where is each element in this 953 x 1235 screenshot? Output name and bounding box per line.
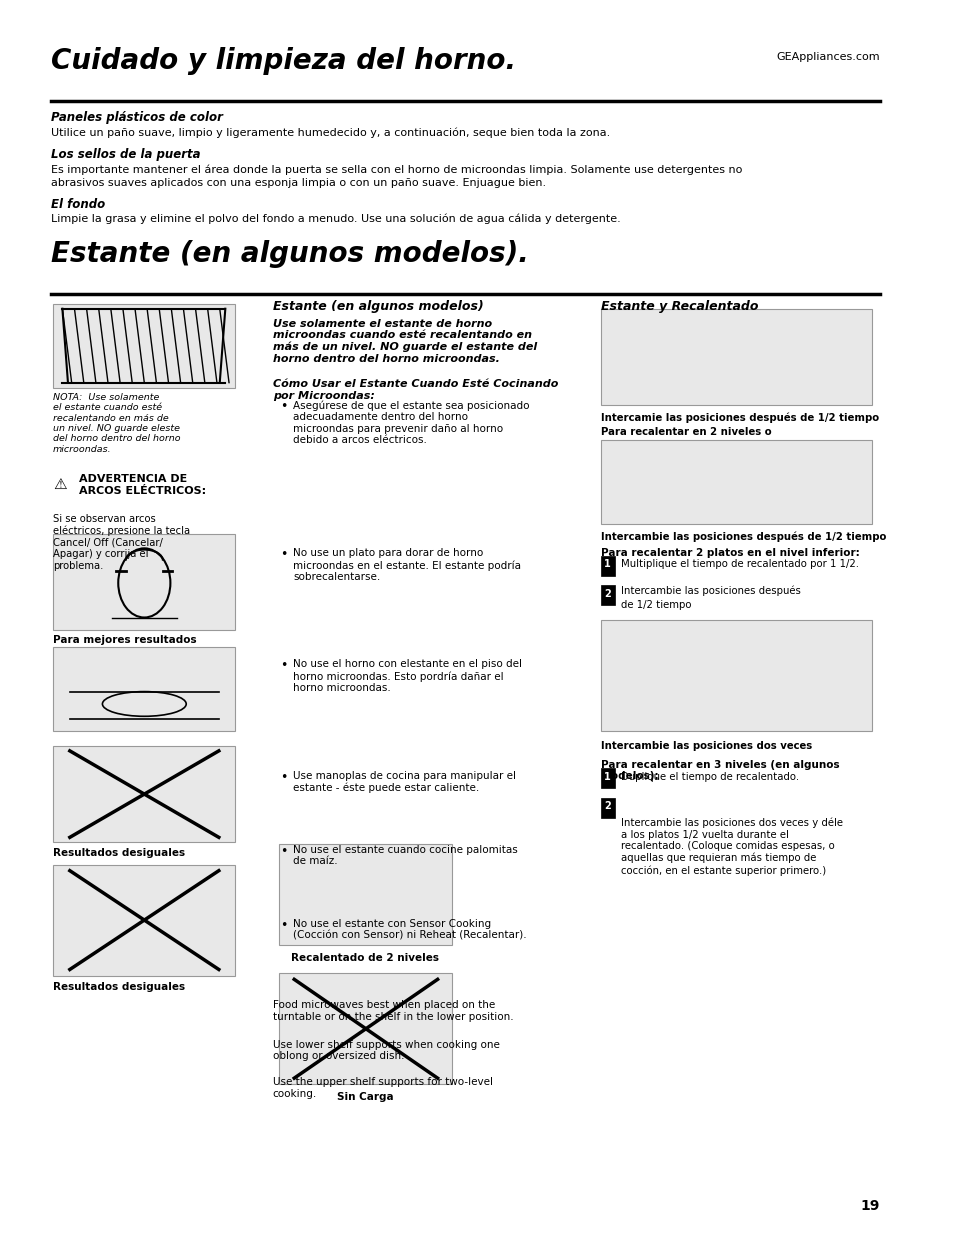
Text: Si se observan arcos
eléctricos, presione la tecla
Cancel/ Off (Cancelar/
Apagar: Si se observan arcos eléctricos, presion… [53,514,190,571]
Text: 19: 19 [860,1199,879,1213]
Text: Use the upper shelf supports for two-level
cooking.: Use the upper shelf supports for two-lev… [273,1077,493,1098]
Text: Limpie la grasa y elimine el polvo del fondo a menudo. Use una solución de agua : Limpie la grasa y elimine el polvo del f… [51,214,620,225]
FancyBboxPatch shape [53,304,234,388]
Text: Utilice un paño suave, limpio y ligeramente humedecido y, a continuación, seque : Utilice un paño suave, limpio y ligerame… [51,127,610,138]
FancyBboxPatch shape [53,746,234,842]
Text: •: • [280,659,288,673]
Text: Los sellos de la puerta: Los sellos de la puerta [51,148,200,162]
Text: No use un plato para dorar de horno
microondas en el estante. El estante podría
: No use un plato para dorar de horno micr… [293,548,520,582]
Text: El fondo: El fondo [51,198,106,211]
Text: Estante (en algunos modelos).: Estante (en algunos modelos). [51,240,528,268]
Text: Use lower shelf supports when cooking one
oblong or oversized dish.: Use lower shelf supports when cooking on… [273,1040,499,1061]
Text: Asegúrese de que el estante sea posicionado
adecuadamente dentro del horno
micro: Asegúrese de que el estante sea posicion… [293,400,529,446]
Text: Resultados desiguales: Resultados desiguales [53,848,185,858]
FancyBboxPatch shape [600,440,872,524]
Text: 1: 1 [603,559,610,569]
Text: Use manoplas de cocina para manipular el
estante - éste puede estar caliente.: Use manoplas de cocina para manipular el… [293,771,516,793]
Text: 2: 2 [603,802,610,811]
Text: Intercambie las posiciones dos veces y déle
a los platos 1/2 vuelta durante el
r: Intercambie las posiciones dos veces y d… [620,818,842,876]
Text: Paneles plásticos de color: Paneles plásticos de color [51,111,223,125]
Text: Cuidado y limpieza del horno.: Cuidado y limpieza del horno. [51,47,516,75]
Text: Resultados desiguales: Resultados desiguales [53,982,185,992]
FancyBboxPatch shape [600,620,872,731]
Text: NOTA:  Use solamente
el estante cuando esté
recalentando en más de
un nivel. NO : NOTA: Use solamente el estante cuando es… [53,393,180,453]
Text: •: • [280,919,288,932]
Text: No use el estante con Sensor Cooking
(Cocción con Sensor) ni Reheat (Recalentar): No use el estante con Sensor Cooking (Co… [293,919,526,940]
Text: •: • [280,548,288,562]
Text: No use el horno con elestante en el piso del
horno microondas. Esto pordría daña: No use el horno con elestante en el piso… [293,659,521,693]
Text: •: • [280,400,288,414]
Text: Intercambie las posiciones después: Intercambie las posiciones después [620,585,801,595]
Text: ⚠: ⚠ [53,477,67,492]
Text: Duplique el tiempo de recalentado.: Duplique el tiempo de recalentado. [620,772,799,782]
Text: Intercamie las posiciones después de 1/2 tiempo: Intercamie las posiciones después de 1/2… [600,412,878,424]
Text: Estante (en algunos modelos): Estante (en algunos modelos) [273,300,483,314]
Text: ADVERTENCIA DE
ARCOS ELÉCTRICOS:: ADVERTENCIA DE ARCOS ELÉCTRICOS: [79,474,206,495]
Text: Intercambie las posiciones después de 1/2 tiempo: Intercambie las posiciones después de 1/… [600,531,885,542]
Text: Para recalentar 2 platos en el nivel inferior:: Para recalentar 2 platos en el nivel inf… [600,548,859,558]
Text: abrasivos suaves aplicados con una esponja limpia o con un paño suave. Enjuague : abrasivos suaves aplicados con una espon… [51,178,546,188]
FancyBboxPatch shape [600,798,614,818]
FancyBboxPatch shape [279,844,451,945]
Text: GEAppliances.com: GEAppliances.com [776,52,879,62]
FancyBboxPatch shape [600,768,614,788]
Text: Estante y Recalentado: Estante y Recalentado [600,300,758,314]
Text: Use solamente el estante de horno
microondas cuando esté recalentando en
más de : Use solamente el estante de horno microo… [273,319,537,364]
FancyBboxPatch shape [53,534,234,630]
FancyBboxPatch shape [600,309,872,405]
Text: •: • [280,771,288,784]
FancyBboxPatch shape [53,864,234,976]
FancyBboxPatch shape [600,585,614,605]
Text: Recalentado de 2 niveles: Recalentado de 2 niveles [291,953,438,963]
Text: Para recalentar en 3 niveles (en algunos
modelos):: Para recalentar en 3 niveles (en algunos… [600,760,839,781]
Text: 1: 1 [603,772,610,782]
Text: Para recalentar en 2 niveles o: Para recalentar en 2 niveles o [600,427,770,437]
Text: Es importante mantener el área donde la puerta se sella con el horno de microond: Es importante mantener el área donde la … [51,164,741,175]
FancyBboxPatch shape [53,647,234,731]
Text: Para mejores resultados: Para mejores resultados [53,635,196,645]
Text: •: • [280,845,288,858]
FancyBboxPatch shape [279,973,451,1084]
Text: Intercambie las posiciones dos veces: Intercambie las posiciones dos veces [600,741,811,751]
Text: Cómo Usar el Estante Cuando Esté Cocinando
por Microondas:: Cómo Usar el Estante Cuando Esté Cocinan… [273,379,558,400]
Text: Food microwaves best when placed on the
turntable or on the shelf in the lower p: Food microwaves best when placed on the … [273,1000,513,1021]
FancyBboxPatch shape [600,556,614,576]
Text: No use el estante cuando cocine palomitas
de maíz.: No use el estante cuando cocine palomita… [293,845,517,866]
Text: de 1/2 tiempo: de 1/2 tiempo [620,600,691,610]
Text: Multiplique el tiempo de recalentado por 1 1/2.: Multiplique el tiempo de recalentado por… [620,559,858,569]
Text: 2: 2 [603,589,610,599]
Text: Sin Carga: Sin Carga [336,1092,393,1102]
